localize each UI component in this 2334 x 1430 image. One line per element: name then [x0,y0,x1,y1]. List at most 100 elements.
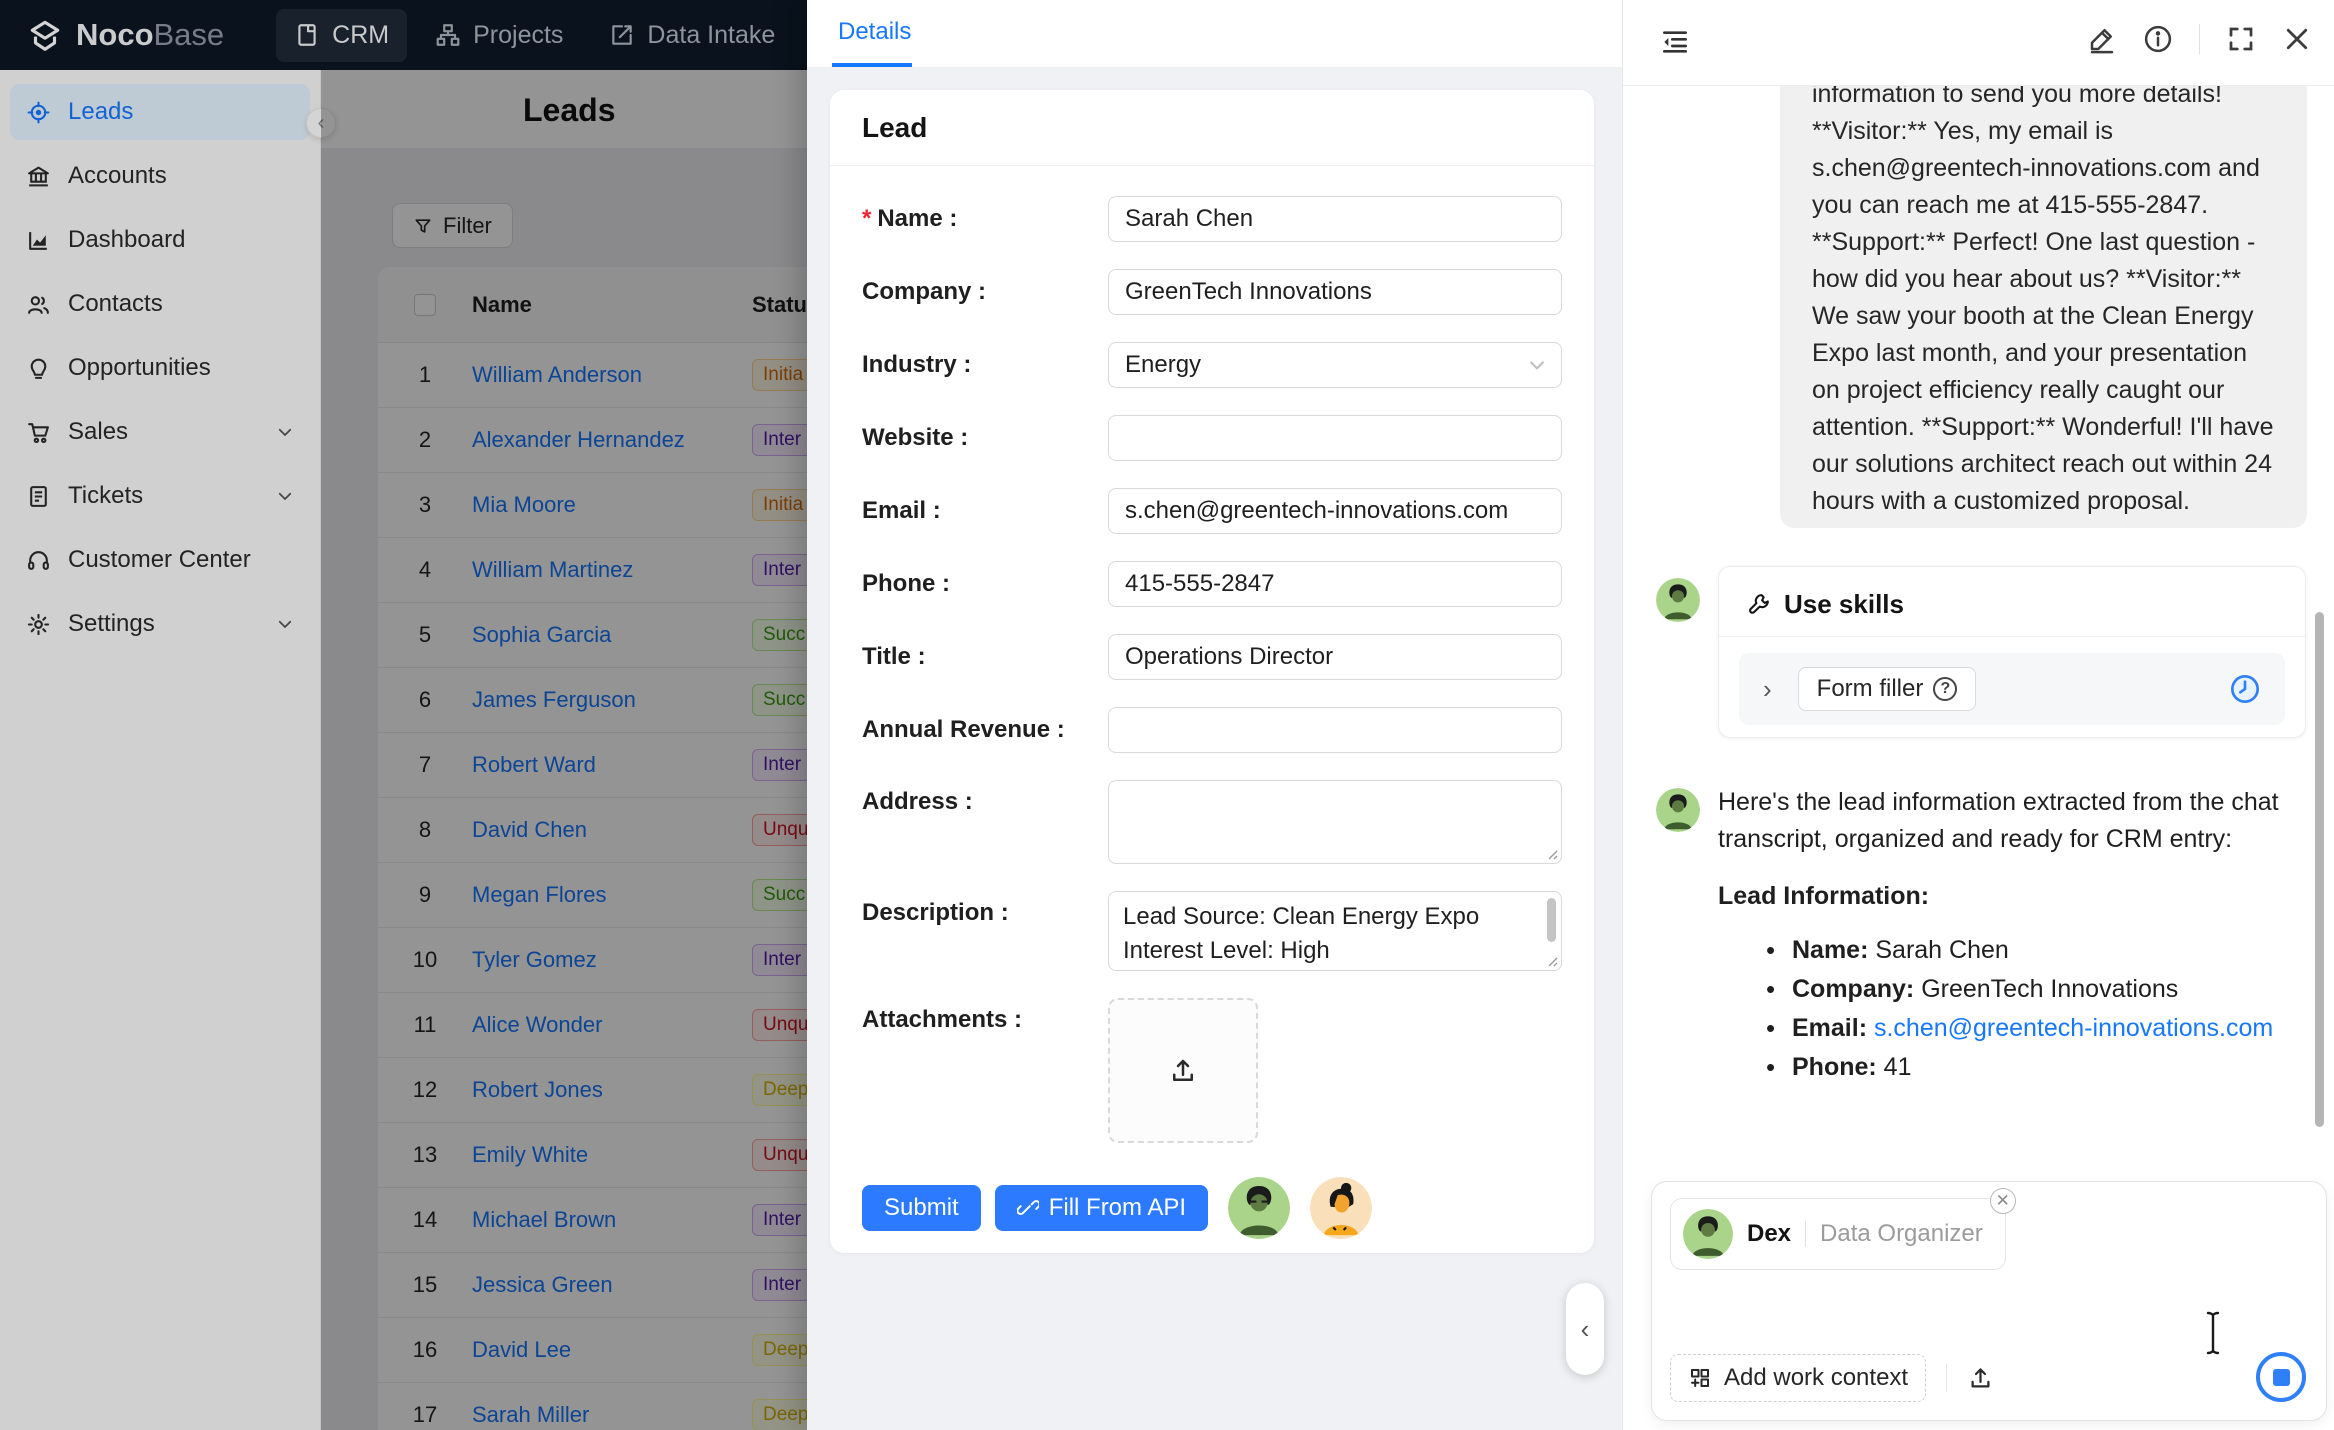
select-all-checkbox[interactable] [414,293,436,316]
remove-agent-icon[interactable]: ✕ [1989,1188,2016,1214]
annual-revenue-field[interactable] [1108,707,1562,753]
wrench-icon [1749,594,1769,614]
table-row[interactable]: 1 William Anderson Initia [378,343,1218,408]
title-field[interactable] [1108,634,1562,680]
table-row[interactable]: 4 William Martinez Inter [378,538,1218,603]
industry-select[interactable]: Energy [1108,342,1562,388]
lead-form: *Name : Company : Industry : Energy Webs… [830,166,1594,1239]
agent-avatar-dex[interactable] [1228,1177,1291,1239]
fullscreen-icon[interactable] [2226,24,2256,54]
lead-name-link[interactable]: Robert Jones [472,1077,603,1102]
status-badge: Inter [752,1204,813,1236]
table-row[interactable]: 11 Alice Wonder Unqu [378,993,1218,1058]
agent-avatar-organizer[interactable] [1310,1177,1373,1239]
summary-intro: Here's the lead information extracted fr… [1718,788,2279,853]
table-row[interactable]: 12 Robert Jones Deep [378,1058,1218,1123]
table-row[interactable]: 5 Sophia Garcia Succ [378,603,1218,668]
chip-divider [1805,1221,1807,1247]
lead-name-link[interactable]: Jessica Green [472,1272,613,1297]
panel-scrollbar[interactable] [2315,612,2324,1127]
lead-name-link[interactable]: William Anderson [472,362,642,387]
form-filler-chip[interactable]: Form filler ? [1797,667,1977,711]
email-field[interactable] [1108,488,1562,534]
sidebar-item-accounts[interactable]: Accounts [10,148,310,204]
table-row[interactable]: 6 James Ferguson Succ [378,668,1218,733]
expand-chevron-icon[interactable]: › [1763,673,1772,704]
panel-header-actions [2087,24,2312,54]
sidebar-item-customer-center[interactable]: Customer Center [10,532,310,588]
assistant-avatar [1656,788,1700,832]
email-link[interactable]: s.chen@greentech-innovations.com [1873,1014,2274,1042]
row-number: 11 [413,1012,437,1037]
submit-button[interactable]: Submit [862,1185,981,1231]
lead-name-link[interactable]: William Martinez [472,557,634,582]
table-row[interactable]: 7 Robert Ward Inter [378,733,1218,798]
lead-name-link[interactable]: Megan Flores [472,882,607,907]
sidebar-item-leads[interactable]: Leads [10,84,310,140]
nav-tab-projects[interactable]: Projects [417,9,581,62]
address-field[interactable] [1109,781,1561,863]
website-field[interactable] [1108,415,1562,461]
attachments-upload-dropzone[interactable] [1108,998,1258,1143]
sidebar-item-opportunities[interactable]: Opportunities [10,340,310,396]
header-divider [2199,24,2200,54]
sidebar-item-settings[interactable]: Settings [10,596,310,652]
textarea-scrollbar[interactable] [1547,898,1556,942]
stop-generating-button[interactable] [2256,1352,2306,1402]
chat-composer[interactable]: Dex Data Organizer ✕ Add work context [1651,1181,2327,1421]
info-icon[interactable] [2143,24,2173,54]
tab-details[interactable]: Details [838,18,912,45]
filter-button[interactable]: Filter [392,203,513,248]
upload-icon[interactable] [1967,1365,1994,1392]
edit-icon[interactable] [2087,24,2117,54]
skill-row-form-filler[interactable]: › Form filler ? [1739,653,2285,725]
sidebar-item-sales[interactable]: Sales [10,404,310,460]
lead-name-link[interactable]: Alexander Hernandez [472,427,685,452]
lead-name-link[interactable]: Emily White [472,1142,589,1167]
panel-sidebar-toggle-icon[interactable] [1659,26,1691,58]
table-row[interactable]: 3 Mia Moore Initia [378,473,1218,538]
column-header-name[interactable]: Name [472,291,532,317]
sidebar-collapse-button[interactable]: ‹ [306,108,336,138]
table-row[interactable]: 15 Jessica Green Inter [378,1253,1218,1318]
lead-name-link[interactable]: Michael Brown [472,1207,617,1232]
table-body: 1 William Anderson Initia 2 Alexander Hernan… [378,343,1218,1430]
page-title: Leads [523,92,616,128]
phone-field[interactable] [1108,561,1562,607]
resize-grip-icon[interactable] [1544,953,1558,967]
status-badge: Initia [752,489,815,521]
lead-name-link[interactable]: James Ferguson [472,687,636,712]
fill-from-api-button[interactable]: Fill From API [994,1185,1209,1231]
table-row[interactable]: 13 Emily White Unqu [378,1123,1218,1188]
company-field[interactable] [1108,269,1562,315]
nocobase-logo[interactable]: NocoBase [26,16,224,54]
lead-name-link[interactable]: Sophia Garcia [472,622,612,647]
sidebar-item-tickets[interactable]: Tickets [10,468,310,524]
lead-name-link[interactable]: Alice Wonder [472,1012,603,1037]
table-row[interactable]: 9 Megan Flores Succ [378,863,1218,928]
customer-icon [26,548,51,573]
lead-name-link[interactable]: Sarah Miller [472,1402,590,1427]
lead-name-link[interactable]: David Lee [472,1337,572,1362]
row-number: 8 [418,817,432,842]
address-label: Address : [862,788,973,815]
description-field[interactable]: Lead Source: Clean Energy Expo Interest … [1109,892,1561,970]
sidebar-item-dashboard[interactable]: Dashboard [10,212,310,268]
nav-tab-data-intake[interactable]: Data Intake [591,9,793,62]
name-field[interactable] [1108,196,1562,242]
lead-name-link[interactable]: Mia Moore [472,492,576,517]
table-row[interactable]: 2 Alexander Hernandez Inter [378,408,1218,473]
table-row[interactable]: 10 Tyler Gomez Inter [378,928,1218,993]
lead-name-link[interactable]: Tyler Gomez [472,947,597,972]
table-row[interactable]: 14 Michael Brown Inter [378,1188,1218,1253]
add-work-context-button[interactable]: Add work context [1670,1354,1927,1402]
lead-name-link[interactable]: Robert Ward [472,752,596,777]
help-icon[interactable]: ? [1933,677,1958,701]
sidebar-item-contacts[interactable]: Contacts [10,276,310,332]
collapse-panel-button[interactable]: ‹ [1566,1283,1604,1375]
lead-name-link[interactable]: David Chen [472,817,587,842]
resize-grip-icon[interactable] [1544,846,1558,860]
nav-tab-crm[interactable]: CRM [276,8,408,62]
close-icon[interactable] [2282,24,2312,54]
agent-context-chip[interactable]: Dex Data Organizer ✕ [1670,1188,2016,1270]
